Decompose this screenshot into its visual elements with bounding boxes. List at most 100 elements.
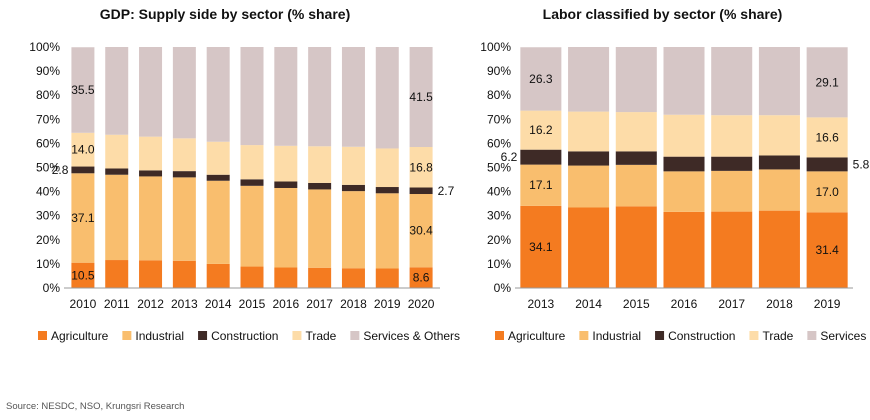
data-label: 14.0	[71, 143, 95, 157]
bar-segment-trade	[206, 141, 230, 175]
legend-swatch	[292, 331, 302, 340]
data-label: 5.8	[853, 157, 870, 171]
y-tick-label: 20%	[36, 233, 60, 247]
bar-segment-services	[758, 47, 800, 116]
bar-segment-construction	[172, 171, 196, 178]
data-label: 29.1	[815, 75, 839, 89]
bar-segment-construction	[409, 187, 433, 195]
bar-segment-construction	[308, 182, 332, 190]
bar-segment-services-others	[172, 47, 196, 139]
data-label: 16.6	[815, 130, 839, 144]
y-tick-label: 50%	[487, 161, 511, 175]
bar-segment-trade	[240, 145, 264, 180]
bar-segment-trade	[615, 112, 657, 152]
bar-segment-services-others	[274, 47, 298, 146]
bar-segment-construction	[139, 170, 163, 177]
gdp-chart: GDP: Supply side by sector (% share) 0% 1…	[0, 0, 460, 360]
y-tick-label: 10%	[36, 257, 60, 271]
bar-segment-industrial	[375, 193, 399, 269]
legend-swatch	[807, 331, 817, 340]
bar-segment-trade	[568, 111, 610, 152]
x-tick-label: 2019	[814, 297, 841, 311]
bar-segment-services-others	[105, 47, 129, 135]
x-tick-label: 2013	[528, 297, 555, 311]
bar-segment-construction	[568, 151, 610, 166]
y-tick-label: 60%	[36, 136, 60, 150]
bar-segment-services	[663, 47, 705, 115]
bar-segment-industrial	[711, 170, 753, 212]
bar-segment-agriculture	[663, 211, 705, 288]
legend-swatch	[749, 331, 759, 340]
legend-label: Services	[820, 329, 866, 343]
y-tick-label: 30%	[487, 209, 511, 223]
y-tick-label: 0%	[494, 281, 512, 295]
bar-segment-services-others	[71, 47, 95, 133]
bar-segment-trade	[274, 145, 298, 182]
legend-label: Agriculture	[51, 329, 109, 343]
bar-segment-construction	[71, 166, 95, 174]
bar-segment-services-others	[341, 47, 365, 147]
bar-segment-trade	[806, 117, 848, 158]
bar-segment-agriculture	[615, 206, 657, 288]
bar-segment-agriculture	[758, 210, 800, 288]
data-label: 30.4	[409, 224, 433, 238]
bar-segment-industrial	[409, 194, 433, 268]
bar-segment-industrial	[274, 187, 298, 268]
bar-segment-construction	[206, 174, 230, 181]
y-tick-label: 80%	[36, 88, 60, 102]
x-tick-label: 2016	[671, 297, 698, 311]
y-tick-label: 0%	[43, 281, 61, 295]
bar-segment-industrial	[172, 177, 196, 261]
y-tick-label: 90%	[487, 64, 511, 78]
bar-segment-trade	[308, 146, 332, 183]
x-tick-label: 2015	[239, 297, 266, 311]
bar-segment-construction	[758, 155, 800, 170]
bar-segment-trade	[663, 114, 705, 157]
bar-segment-industrial	[71, 173, 95, 263]
data-label: 16.8	[409, 160, 433, 174]
legend-swatch	[495, 331, 504, 340]
legend-swatch	[350, 331, 360, 340]
bar-segment-services-others	[375, 47, 399, 149]
x-tick-label: 2011	[104, 297, 130, 311]
legend-label: Construction	[668, 329, 735, 343]
bar-segment-services	[520, 47, 562, 111]
y-tick-label: 10%	[487, 257, 511, 271]
legend-label: Industrial	[592, 329, 641, 343]
legend-swatch	[198, 331, 208, 340]
bar-segment-construction	[240, 179, 264, 186]
bar-segment-construction	[806, 157, 848, 172]
bar-segment-agriculture	[206, 263, 230, 288]
data-label: 17.0	[815, 185, 839, 199]
y-tick-label: 70%	[36, 112, 60, 126]
bar-segment-agriculture	[568, 207, 610, 288]
bar-segment-industrial	[341, 191, 365, 269]
y-tick-label: 80%	[487, 88, 511, 102]
labor-chart-plot: 0% 10% 20% 30% 40% 50% 60% 70% 80% 90% 100% 2013 201…	[480, 40, 870, 343]
bar-segment-agriculture	[409, 267, 433, 288]
bar-segment-trade	[172, 138, 196, 172]
bar-segment-industrial	[206, 180, 230, 264]
x-tick-label: 2014	[575, 297, 602, 311]
bar-segment-construction	[615, 151, 657, 165]
bar-segment-agriculture	[806, 212, 848, 288]
x-tick-label: 2018	[766, 297, 793, 311]
bar-segment-trade	[71, 132, 95, 167]
x-tick-label: 2010	[70, 297, 97, 311]
bar-segment-construction	[274, 181, 298, 188]
bar-segment-services-others	[240, 47, 264, 146]
bar-segment-agriculture	[240, 266, 264, 288]
bar-segment-agriculture	[308, 267, 332, 288]
bar-segment-agriculture	[711, 211, 753, 288]
bar-segment-industrial	[139, 176, 163, 261]
bar-segment-trade	[520, 110, 562, 150]
bar-segment-agriculture	[375, 268, 399, 288]
bar-segment-services	[806, 47, 848, 118]
bar-segment-industrial	[105, 174, 129, 261]
bar-segment-services-others	[139, 47, 163, 137]
bar-segment-trade	[105, 134, 129, 169]
bar-segment-construction	[375, 187, 399, 194]
y-tick-label: 40%	[36, 185, 60, 199]
bar-segment-services-others	[409, 47, 433, 148]
y-tick-label: 50%	[36, 161, 60, 175]
